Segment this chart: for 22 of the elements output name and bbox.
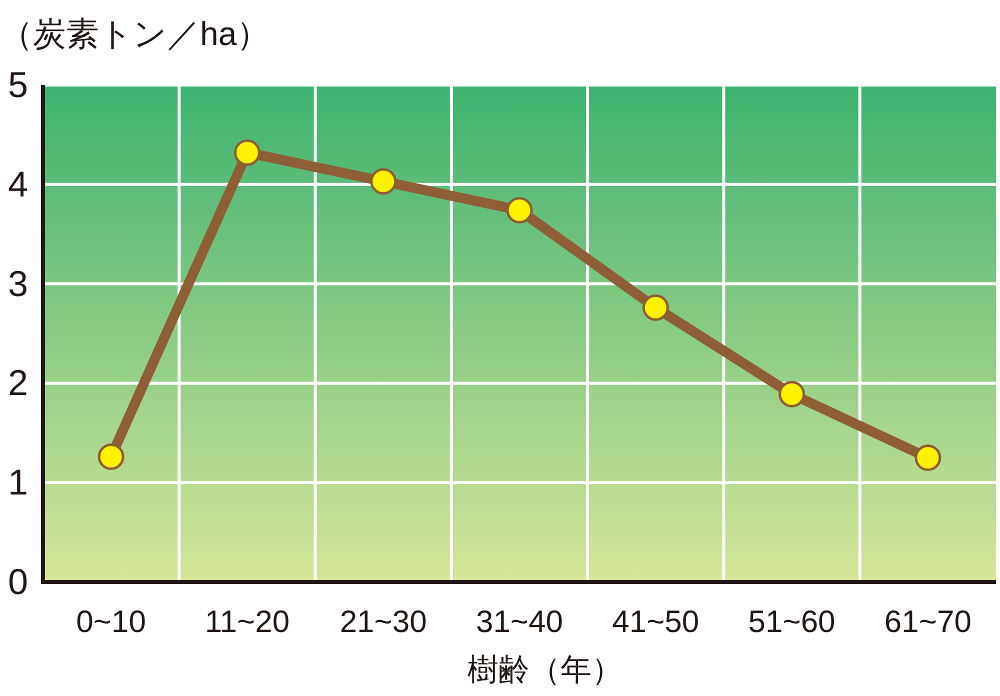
y-tick-label: 4: [8, 163, 28, 204]
y-tick-label: 1: [8, 462, 28, 503]
y-tick-label: 2: [8, 362, 28, 404]
point: [642, 294, 669, 321]
x-tick-label: 0~10: [76, 604, 146, 639]
x-tick-label: 51~60: [748, 604, 836, 639]
y-tick-label: 3: [8, 262, 28, 304]
y-axis-title: （炭素トン／ha）: [0, 15, 270, 52]
y-tick-label: 0: [8, 561, 28, 602]
x-axis-title: 樹齢（年）: [468, 652, 622, 687]
point: [914, 444, 942, 471]
point: [234, 139, 260, 166]
x-tick-label: 41~50: [612, 604, 700, 639]
x-tick-label: 21~30: [340, 604, 427, 639]
point: [98, 444, 124, 470]
y-tick-label: 5: [8, 64, 28, 105]
x-tick-label: 11~20: [204, 604, 290, 639]
point: [370, 168, 397, 195]
point: [506, 196, 533, 224]
point: [778, 380, 806, 408]
x-tick-label: 31~40: [476, 604, 564, 639]
x-tick-label: 61~70: [884, 604, 972, 639]
